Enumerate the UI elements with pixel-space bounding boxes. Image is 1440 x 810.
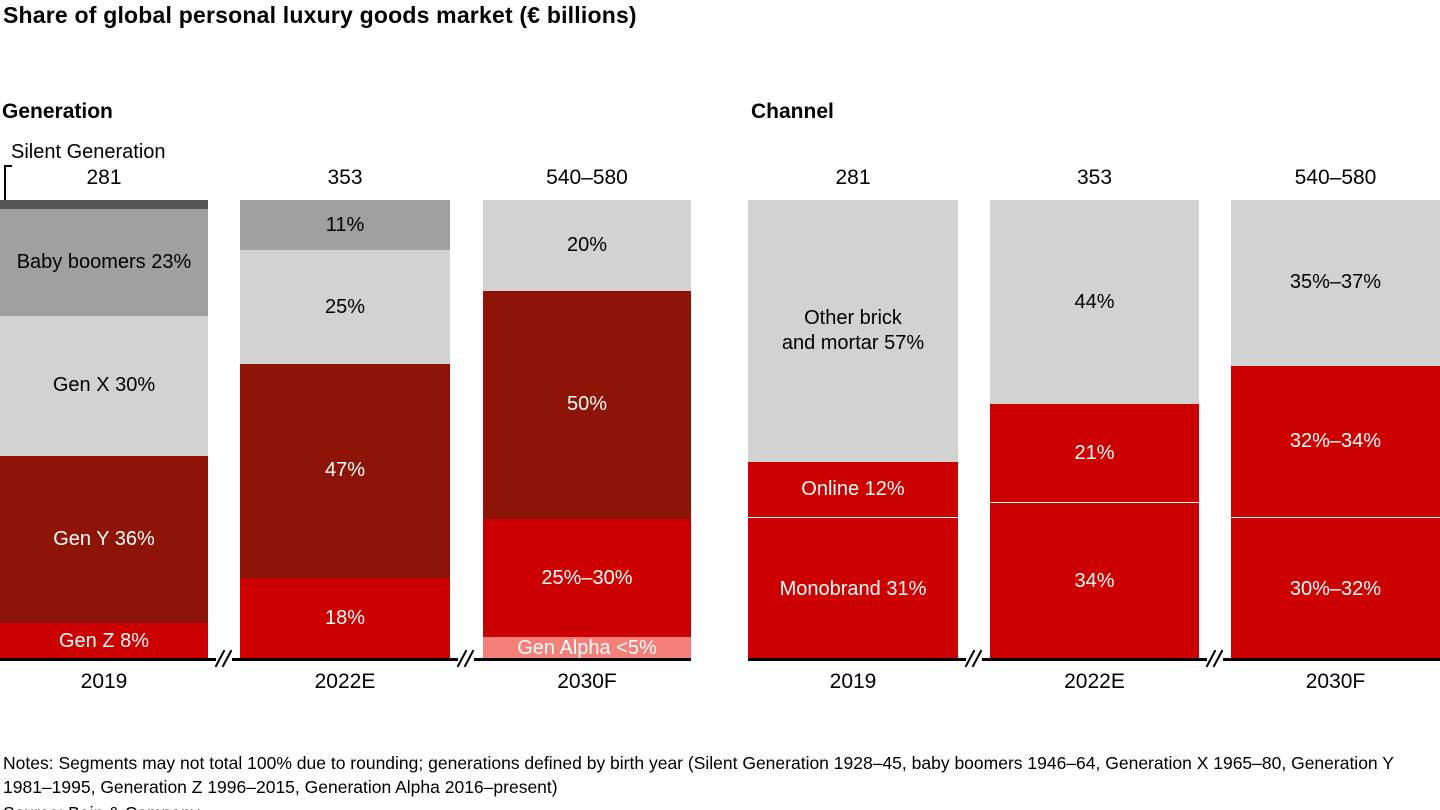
segment-label: 21%	[1074, 441, 1115, 464]
bar-segment: 32%–34%	[1231, 365, 1440, 518]
bar-segment: Monobrand 31%	[748, 517, 958, 660]
segment-label: 30%–32%	[1289, 577, 1382, 600]
stacked-bar-channel-2019: Other brick and mortar 57% Online 12% Mono…	[748, 200, 958, 660]
stacked-bar-channel-2022e: 44% 21% 34%	[990, 200, 1199, 660]
segment-label: 18%	[324, 607, 366, 630]
total-label: 540–580	[1294, 166, 1377, 189]
bar-segment: Online 12%	[748, 462, 958, 518]
stacked-bar-channel-2030f: 35%–37% 32%–34% 30%–32%	[1231, 200, 1440, 660]
x-axis-line-channel	[748, 658, 1440, 661]
bar-segment: 47%	[240, 363, 450, 578]
x-axis-line-generation	[0, 658, 691, 661]
x-axis-label: 2030F	[1305, 670, 1366, 693]
x-axis-label: 2030F	[557, 670, 617, 693]
total-label: 540–580	[546, 166, 628, 189]
bar-segment: 50%	[483, 291, 691, 519]
bar-segment: Other brick and mortar 57%	[748, 200, 958, 463]
segment-label: 20%	[566, 234, 608, 257]
bar-segment: Gen Alpha <5%	[483, 637, 691, 660]
bar-segment: Gen Z 8%	[0, 622, 208, 660]
segment-label: Gen Z 8%	[58, 629, 150, 652]
bar-segment: 35%–37%	[1231, 200, 1440, 366]
segment-label: Gen Y 36%	[53, 527, 155, 550]
stacked-bar-generation-2030f: 20% 50% 25%–30% Gen Alpha <5%	[483, 200, 691, 660]
segment-label: Gen Alpha <5%	[517, 637, 657, 660]
axis-break-icon	[964, 648, 983, 670]
callout-connector-tick	[4, 165, 12, 167]
x-axis-label: 2022E	[1064, 670, 1125, 693]
segment-label: 50%	[566, 393, 608, 416]
total-label: 281	[835, 166, 871, 189]
bar-segment: 44%	[990, 200, 1199, 405]
bar-segment: 25%–30%	[483, 518, 691, 638]
axis-break-icon	[456, 648, 475, 670]
bar-segment: 20%	[483, 200, 691, 292]
segment-label: Baby boomers 23%	[16, 251, 192, 274]
total-label: 353	[1076, 166, 1113, 189]
segment-label: 34%	[1074, 569, 1115, 592]
x-axis-label: 2019	[80, 670, 128, 693]
segment-label: 44%	[1074, 290, 1115, 313]
total-label: 281	[86, 166, 122, 189]
panel-title-generation: Generation	[2, 100, 113, 123]
axis-break-icon	[1205, 648, 1224, 670]
chart-source: Source: Bain & Company	[3, 803, 200, 810]
segment-label: Online 12%	[801, 478, 905, 501]
total-label: 353	[327, 166, 363, 189]
segment-label: Gen X 30%	[52, 374, 156, 397]
segment-label: 25%–30%	[541, 566, 633, 589]
bar-segment: 30%–32%	[1231, 517, 1440, 660]
bar-segment	[0, 200, 208, 210]
x-axis-label: 2019	[829, 670, 877, 693]
x-axis-label: 2022E	[314, 670, 376, 693]
segment-label: 11%	[325, 213, 365, 236]
segment-label: 25%	[324, 295, 366, 318]
bar-segment: 18%	[240, 578, 450, 660]
segment-label: 32%–34%	[1289, 429, 1382, 452]
bar-segment: 25%	[240, 250, 450, 364]
bar-segment: Gen X 30%	[0, 316, 208, 456]
segment-label: Monobrand 31%	[779, 577, 927, 600]
panel-title-channel: Channel	[751, 100, 834, 123]
segment-label: 35%–37%	[1289, 271, 1382, 294]
bar-segment: 11%	[240, 200, 450, 251]
stacked-bar-generation-2019: Baby boomers 23% Gen X 30% Gen Y 36% Gen Z …	[0, 200, 208, 660]
segment-label: Other brick and mortar 57%	[781, 307, 925, 355]
bar-segment: Baby boomers 23%	[0, 209, 208, 317]
callout-connector-line	[4, 165, 6, 203]
bar-segment: 34%	[990, 502, 1199, 660]
segment-label: 47%	[324, 459, 366, 482]
chart-notes: Notes: Segments may not total 100% due t…	[3, 752, 1394, 798]
silent-generation-callout-label: Silent Generation	[11, 141, 166, 163]
stacked-bar-generation-2022e: 11% 25% 47% 18%	[240, 200, 450, 660]
bar-segment: 21%	[990, 404, 1199, 502]
chart-title: Share of global personal luxury goods ma…	[3, 2, 637, 28]
axis-break-icon	[214, 648, 233, 670]
bar-segment: Gen Y 36%	[0, 455, 208, 623]
